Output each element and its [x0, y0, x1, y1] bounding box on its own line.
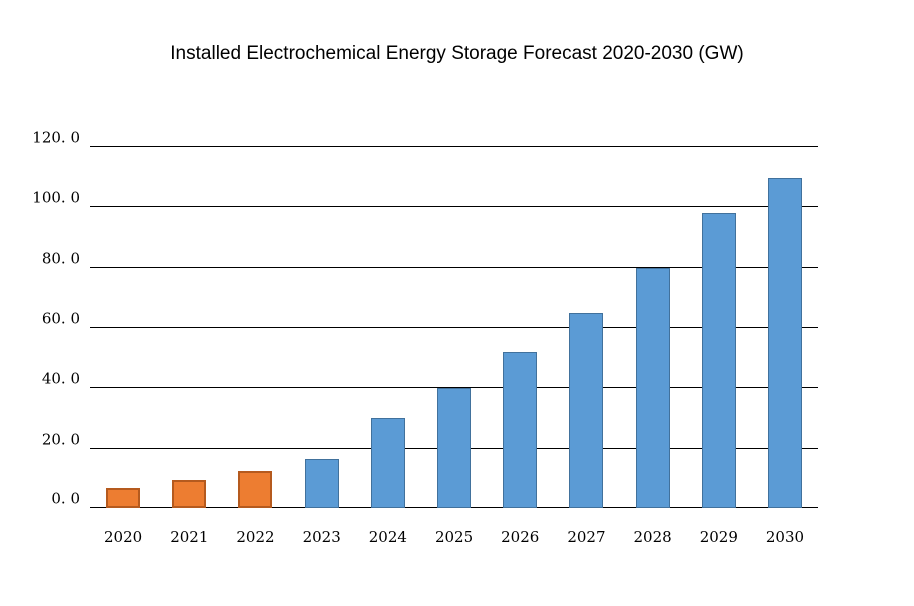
x-tick-label-2028: 2028 — [633, 528, 672, 546]
x-tick-label-2024: 2024 — [368, 528, 407, 546]
bar-2022 — [238, 471, 273, 508]
x-tick-label-2030: 2030 — [765, 528, 805, 546]
x-tick-label-2027: 2027 — [567, 528, 606, 546]
x-tick-label-2029: 2029 — [699, 528, 738, 546]
x-tick-label-2025: 2025 — [434, 528, 474, 546]
gridline-100 — [90, 206, 818, 207]
y-tick-label-0: 0. 0 — [51, 489, 80, 508]
bar-cell-2020 — [90, 146, 156, 508]
y-tick-label-100: 100. 0 — [32, 188, 80, 207]
bar-cell-2027 — [553, 146, 619, 508]
gridline-40 — [90, 387, 818, 388]
bars — [90, 146, 818, 508]
bar-cell-2024 — [355, 146, 421, 508]
bar-2023 — [304, 459, 339, 508]
bar-2027 — [569, 313, 604, 508]
plot-area — [90, 146, 818, 508]
bar-2030 — [767, 178, 802, 508]
x-tick-label-2023: 2023 — [302, 528, 341, 546]
bar-2024 — [370, 418, 405, 508]
x-axis: 2020 2021 2022 2023 2024 2025 2026 2027 2028 2029… — [90, 528, 818, 546]
gridline-120 — [90, 146, 818, 147]
bar-2025 — [437, 388, 472, 508]
bar-2020 — [106, 488, 141, 508]
x-tick-label-2022: 2022 — [236, 528, 275, 546]
gridline-80 — [90, 267, 818, 268]
bar-cell-2022 — [222, 146, 288, 508]
bar-cell-2028 — [620, 146, 686, 508]
bar-2026 — [503, 352, 538, 508]
bar-cell-2023 — [289, 146, 355, 508]
x-tick-label-2026: 2026 — [501, 528, 540, 546]
bar-cell-2029 — [686, 146, 752, 508]
chart-title: Installed Electrochemical Energy Storage… — [170, 43, 744, 64]
bar-2028 — [635, 268, 670, 508]
bar-cell-2025 — [421, 146, 487, 508]
bar-cell-2026 — [487, 146, 553, 508]
y-tick-label-20: 20. 0 — [41, 430, 80, 449]
x-tick-label-2020: 2020 — [104, 528, 143, 546]
y-tick-label-120: 120. 0 — [32, 128, 80, 147]
x-tick-label-2021: 2021 — [170, 528, 209, 546]
bar-2029 — [701, 213, 736, 508]
gridline-60 — [90, 327, 818, 328]
bar-2021 — [172, 480, 207, 508]
y-tick-label-40: 40. 0 — [41, 369, 80, 388]
y-tick-label-80: 80. 0 — [41, 249, 80, 268]
bar-cell-2030 — [752, 146, 818, 508]
bar-cell-2021 — [156, 146, 222, 508]
y-tick-label-60: 60. 0 — [41, 309, 80, 328]
